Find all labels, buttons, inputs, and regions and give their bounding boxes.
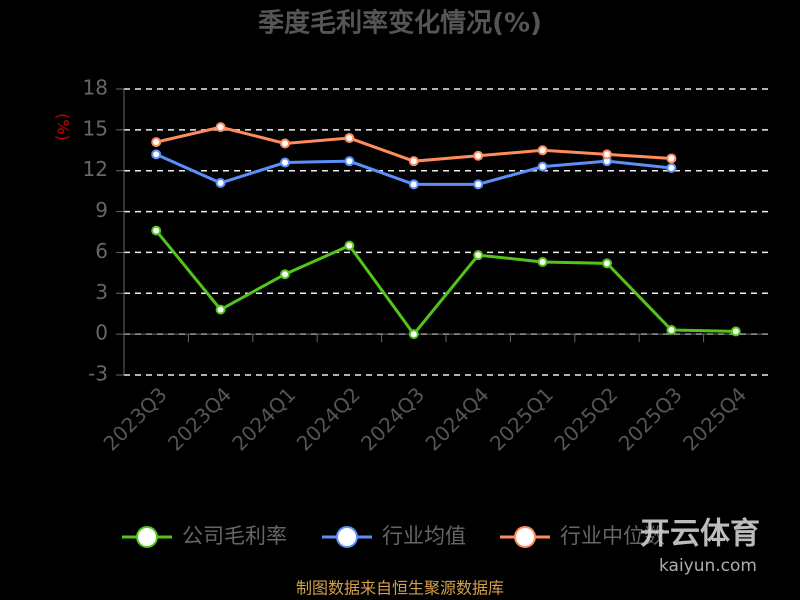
point bbox=[602, 149, 612, 160]
x-tick-label: 2024Q3 bbox=[356, 382, 429, 455]
x-tick-label: 2024Q4 bbox=[421, 382, 494, 455]
point bbox=[602, 258, 612, 269]
x-tick-label: 2024Q2 bbox=[292, 382, 365, 455]
source: 制图数据来自恒生聚源数据库 bbox=[296, 579, 504, 598]
point bbox=[666, 325, 677, 336]
point bbox=[280, 269, 290, 280]
point bbox=[215, 122, 226, 133]
legend-marker bbox=[336, 526, 358, 548]
y-tick-label: 0 bbox=[95, 321, 108, 345]
x-tick-label: 2023Q3 bbox=[99, 382, 172, 455]
watermark: 开云体育 kaiyun.com bbox=[640, 517, 760, 577]
point bbox=[537, 256, 548, 267]
point bbox=[151, 149, 162, 160]
point bbox=[151, 225, 162, 236]
series-line bbox=[155, 125, 672, 163]
series-line bbox=[155, 229, 736, 337]
point bbox=[473, 150, 484, 161]
y-tick-label: -3 bbox=[88, 362, 108, 386]
x-tick-label: 2024Q1 bbox=[227, 382, 300, 455]
watermark-site: kaiyun.com bbox=[659, 556, 757, 576]
point bbox=[537, 145, 548, 156]
y-tick-label: 3 bbox=[95, 280, 108, 304]
legend-label: 行业均值 bbox=[382, 524, 466, 548]
point bbox=[408, 329, 419, 340]
legend-label: 行业中位数 bbox=[560, 524, 665, 548]
y-tick-label: 12 bbox=[83, 157, 108, 181]
y-axis-label: (%) bbox=[54, 113, 73, 141]
x-tick-label: 2025Q2 bbox=[549, 382, 622, 455]
y-tick-label: 6 bbox=[95, 239, 108, 263]
point bbox=[537, 161, 548, 172]
y-tick-label: 18 bbox=[83, 76, 108, 100]
point bbox=[408, 156, 419, 167]
point bbox=[151, 137, 162, 148]
point bbox=[473, 179, 484, 190]
y-tick-label: 15 bbox=[83, 116, 108, 140]
legend-label: 公司毛利率 bbox=[182, 524, 287, 548]
legend-marker bbox=[136, 526, 158, 548]
point bbox=[215, 177, 226, 188]
point bbox=[408, 179, 419, 190]
point bbox=[344, 240, 355, 251]
x-tick-label: 2025Q1 bbox=[485, 382, 558, 455]
point bbox=[666, 153, 677, 164]
point bbox=[344, 133, 355, 144]
point bbox=[730, 326, 741, 337]
y-tick-label: 9 bbox=[95, 198, 108, 222]
point bbox=[344, 156, 355, 167]
point bbox=[280, 138, 290, 149]
chart-title: 季度毛利率变化情况(%) bbox=[258, 8, 542, 39]
point bbox=[473, 250, 484, 261]
point bbox=[280, 157, 290, 168]
legend-marker bbox=[514, 526, 536, 548]
watermark-brand: 开云体育 bbox=[640, 517, 760, 552]
x-tick-label: 2025Q4 bbox=[678, 382, 751, 455]
x-tick-label: 2023Q4 bbox=[163, 382, 236, 455]
point bbox=[215, 304, 226, 315]
x-tick-label: 2025Q3 bbox=[614, 382, 687, 455]
point bbox=[666, 162, 677, 173]
